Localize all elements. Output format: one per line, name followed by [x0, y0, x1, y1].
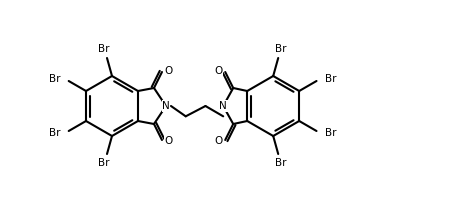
Text: O: O	[165, 136, 173, 146]
Text: Br: Br	[49, 128, 60, 138]
Text: Br: Br	[325, 74, 336, 84]
Text: N: N	[162, 101, 170, 111]
Text: N: N	[219, 101, 227, 111]
Text: Br: Br	[275, 158, 287, 168]
Text: Br: Br	[98, 44, 110, 54]
Text: Br: Br	[49, 74, 60, 84]
Text: O: O	[214, 136, 222, 146]
Text: O: O	[165, 66, 173, 76]
Text: Br: Br	[98, 158, 110, 168]
Text: O: O	[214, 66, 222, 76]
Text: Br: Br	[325, 128, 336, 138]
Text: Br: Br	[275, 44, 287, 54]
